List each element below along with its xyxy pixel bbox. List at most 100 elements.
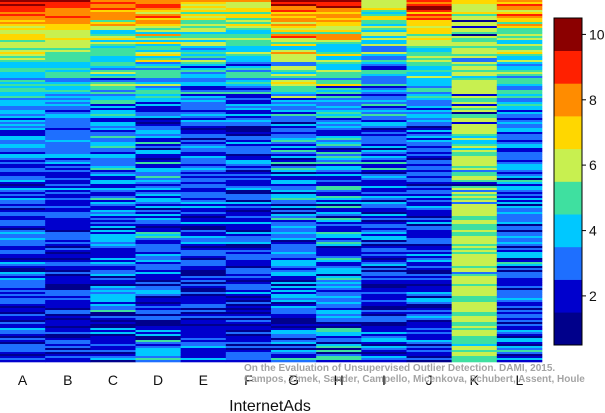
heatmap-cell — [271, 286, 317, 289]
heatmap-cell — [225, 172, 272, 175]
heatmap-cell — [316, 114, 362, 117]
heatmap-cell — [0, 4, 46, 7]
heatmap-cell — [451, 266, 498, 269]
heatmap-cell — [496, 322, 543, 325]
heatmap-cell — [316, 46, 362, 49]
heatmap-cell — [316, 254, 362, 257]
heatmap-cell — [135, 306, 181, 309]
heatmap-cell — [225, 204, 272, 207]
heatmap-cell — [180, 190, 227, 193]
heatmap-cell — [406, 190, 452, 193]
heatmap-cell — [316, 8, 362, 11]
colorbar-tick-label: 8 — [589, 92, 597, 108]
heatmap-cell — [45, 160, 91, 163]
heatmap-cell — [45, 284, 91, 287]
heatmap-cell — [90, 160, 136, 163]
heatmap-cell — [316, 322, 362, 325]
heatmap-cell — [361, 212, 407, 215]
heatmap-cell — [361, 172, 407, 175]
heatmap-cell — [45, 82, 91, 85]
heatmap-cell — [451, 244, 498, 247]
colorbar-tick-label: 6 — [589, 157, 597, 173]
heatmap-cell — [135, 46, 181, 49]
heatmap-cell — [451, 74, 498, 77]
heatmap-cell — [90, 170, 136, 173]
heatmap-cell — [90, 122, 136, 125]
heatmap-cell — [0, 268, 46, 271]
heatmap-cell — [135, 34, 181, 37]
heatmap-cell — [451, 338, 498, 341]
heatmap-cell — [361, 96, 407, 99]
heatmap-cell — [180, 322, 227, 325]
heatmap-cell — [225, 168, 272, 171]
heatmap-cell — [135, 162, 181, 165]
heatmap-cell — [316, 336, 362, 339]
heatmap-cell — [225, 314, 272, 317]
heatmap-cell — [451, 288, 498, 291]
colorbar-frame — [553, 17, 583, 346]
heatmap-cell — [180, 156, 227, 159]
heatmap-cell — [225, 320, 272, 323]
heatmap-cell — [135, 132, 181, 135]
heatmap-cell — [0, 264, 46, 267]
heatmap-cell — [45, 42, 91, 45]
heatmap-cell — [271, 148, 317, 151]
heatmap-cell — [225, 360, 272, 363]
heatmap-cell — [406, 196, 452, 199]
heatmap-cell — [225, 14, 272, 17]
heatmap-cell — [496, 14, 543, 17]
heatmap-cell — [451, 90, 498, 93]
heatmap-cell — [225, 50, 272, 53]
heatmap-cell — [451, 282, 498, 285]
heatmap-cell — [0, 168, 46, 171]
heatmap-cell — [90, 276, 136, 279]
heatmap-cell — [361, 142, 407, 145]
heatmap-cell — [180, 352, 227, 355]
heatmap-cell — [361, 228, 407, 231]
heatmap-cell — [225, 130, 272, 133]
heatmap-cell — [271, 38, 317, 41]
heatmap-cell — [361, 354, 407, 357]
heatmap-cell — [0, 348, 46, 351]
heatmap-cell — [0, 76, 46, 79]
heatmap-cell — [496, 150, 543, 153]
heatmap-cell — [90, 212, 136, 215]
heatmap-cell — [316, 36, 362, 39]
heatmap-cell — [496, 106, 543, 109]
heatmap-cell — [0, 302, 46, 305]
heatmap-cell — [135, 188, 181, 191]
heatmap-cell — [496, 310, 543, 313]
heatmap-cell — [361, 216, 407, 219]
heatmap-cell — [45, 40, 91, 43]
heatmap-cell — [180, 346, 227, 349]
heatmap-cell — [271, 86, 317, 89]
heatmap-cell — [361, 240, 407, 243]
heatmap-cell — [180, 142, 227, 145]
heatmap-cell — [496, 146, 543, 149]
heatmap-cell — [0, 36, 46, 39]
heatmap-cell — [361, 280, 407, 283]
heatmap-cell — [225, 212, 272, 215]
heatmap-cell — [316, 320, 362, 323]
heatmap-cell — [180, 282, 227, 285]
heatmap-cell — [316, 28, 362, 31]
heatmap-cell — [361, 306, 407, 309]
heatmap-cell — [496, 180, 543, 183]
heatmap-cell — [406, 140, 452, 143]
heatmap-cell — [316, 86, 362, 89]
heatmap-cell — [361, 120, 407, 123]
heatmap-cell — [271, 270, 317, 273]
heatmap-cell — [90, 312, 136, 315]
heatmap-cell — [316, 252, 362, 255]
heatmap-cell — [271, 182, 317, 185]
heatmap-cell — [271, 322, 317, 325]
heatmap-cell — [451, 300, 498, 303]
heatmap-cell — [45, 12, 91, 15]
heatmap-cell — [361, 276, 407, 279]
heatmap-cell — [225, 198, 272, 201]
heatmap-cell — [0, 128, 46, 131]
heatmap-cell — [180, 276, 227, 279]
heatmap-cell — [451, 118, 498, 121]
heatmap-cell — [496, 144, 543, 147]
heatmap-cell — [135, 2, 181, 5]
